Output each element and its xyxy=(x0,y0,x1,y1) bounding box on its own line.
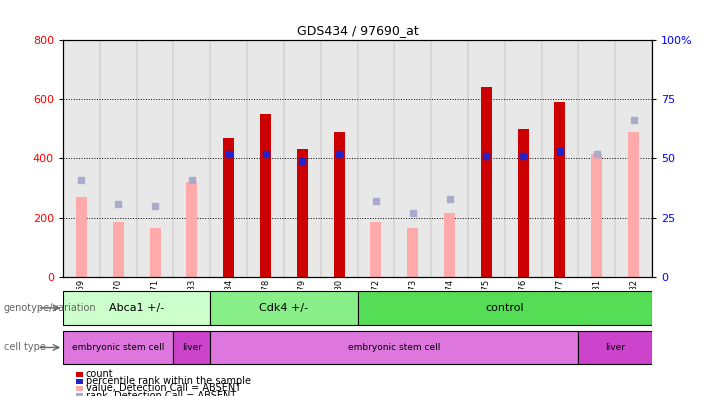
Text: Abca1 +/-: Abca1 +/- xyxy=(109,303,164,313)
Bar xyxy=(63,331,174,364)
Point xyxy=(260,150,271,157)
Bar xyxy=(297,149,308,277)
Bar xyxy=(210,331,578,364)
Bar xyxy=(358,291,652,325)
Bar xyxy=(149,228,161,277)
Text: embryonic stem cell: embryonic stem cell xyxy=(348,343,440,352)
Bar xyxy=(113,222,124,277)
Point xyxy=(149,203,161,209)
Text: control: control xyxy=(485,303,524,313)
Point xyxy=(186,177,198,183)
Point xyxy=(591,150,602,157)
Point xyxy=(297,158,308,164)
Bar xyxy=(578,331,652,364)
Bar xyxy=(407,228,418,277)
Point xyxy=(628,117,639,124)
Text: genotype/variation: genotype/variation xyxy=(4,303,96,313)
Text: value, Detection Call = ABSENT: value, Detection Call = ABSENT xyxy=(86,383,240,394)
Bar xyxy=(444,213,455,277)
Text: percentile rank within the sample: percentile rank within the sample xyxy=(86,376,250,386)
Bar xyxy=(481,87,492,277)
Bar xyxy=(223,137,234,277)
Bar xyxy=(370,222,381,277)
Point xyxy=(554,148,566,154)
Point xyxy=(481,153,492,159)
Text: count: count xyxy=(86,369,113,379)
Point xyxy=(113,200,124,207)
Bar xyxy=(174,331,210,364)
Text: liver: liver xyxy=(605,343,625,352)
Bar xyxy=(591,154,602,277)
Text: rank, Detection Call = ABSENT: rank, Detection Call = ABSENT xyxy=(86,390,236,396)
Bar xyxy=(76,197,87,277)
Point xyxy=(517,153,529,159)
Bar xyxy=(63,291,210,325)
Point xyxy=(223,150,234,157)
Bar xyxy=(186,182,198,277)
Point xyxy=(370,198,381,204)
Point xyxy=(444,196,455,202)
Bar xyxy=(334,131,345,277)
Text: embryonic stem cell: embryonic stem cell xyxy=(72,343,165,352)
Bar xyxy=(554,102,566,277)
Bar xyxy=(260,114,271,277)
Bar xyxy=(628,131,639,277)
Text: liver: liver xyxy=(182,343,202,352)
Point xyxy=(407,210,418,216)
Point xyxy=(334,150,345,157)
Text: Cdk4 +/-: Cdk4 +/- xyxy=(259,303,308,313)
Text: cell type: cell type xyxy=(4,343,46,352)
Point xyxy=(76,177,87,183)
Bar xyxy=(517,129,529,277)
Title: GDS434 / 97690_at: GDS434 / 97690_at xyxy=(297,24,418,37)
Bar xyxy=(210,291,358,325)
